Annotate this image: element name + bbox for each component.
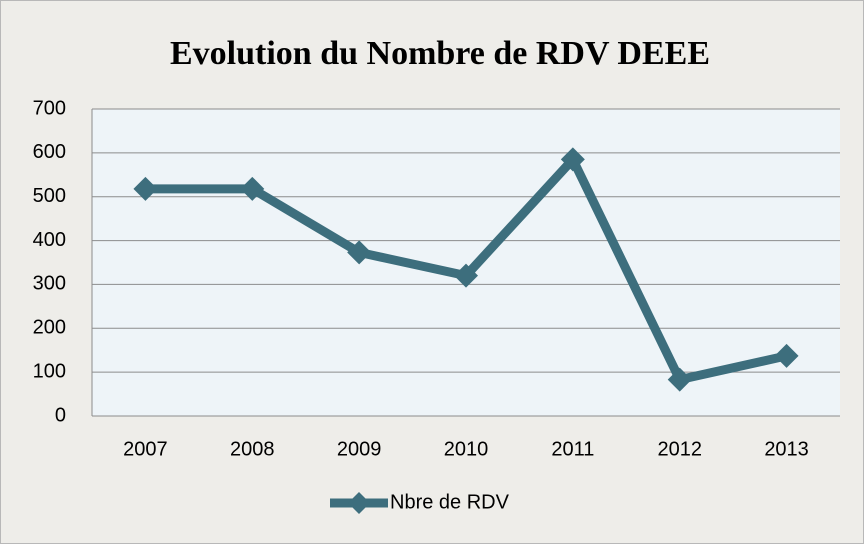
data-point	[347, 240, 372, 265]
x-tick-label: 2007	[123, 438, 168, 460]
data-point	[560, 147, 585, 172]
x-tick-label: 2009	[337, 438, 382, 460]
data-point	[240, 176, 265, 201]
chart-title: Evolution du Nombre de RDV DEEE	[170, 35, 710, 72]
data-point	[133, 176, 158, 201]
y-tick-label: 500	[33, 185, 66, 207]
data-point	[774, 343, 799, 368]
y-tick-label: 600	[33, 141, 66, 163]
x-tick-label: 2011	[551, 438, 594, 460]
y-tick-label: 400	[33, 229, 66, 251]
y-tick-label: 300	[33, 273, 66, 295]
x-tick-label: 2012	[657, 438, 702, 460]
x-tick-label: 2008	[230, 438, 275, 460]
x-tick-label: 2010	[444, 438, 489, 460]
legend-marker	[348, 492, 370, 514]
y-tick-label: 700	[33, 97, 66, 119]
y-tick-label: 0	[55, 404, 66, 426]
data-point	[454, 263, 478, 288]
plot-area	[92, 109, 840, 416]
data-point	[667, 367, 692, 392]
y-tick-label: 100	[33, 360, 66, 382]
legend-label: Nbre de RDV	[390, 491, 510, 513]
x-tick-label: 2013	[764, 438, 809, 460]
y-tick-label: 200	[33, 317, 66, 339]
